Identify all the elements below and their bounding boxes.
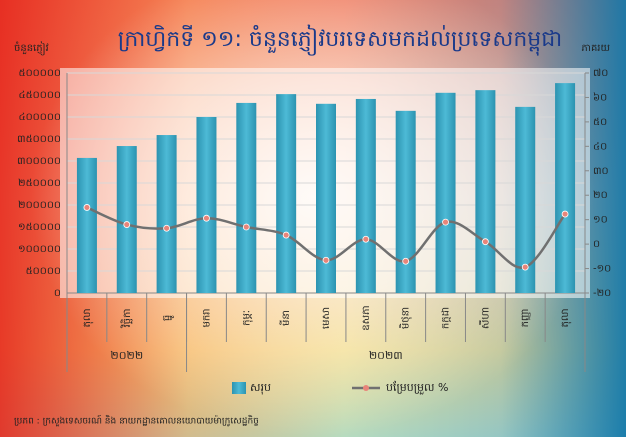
line-marker [561, 210, 569, 218]
legend-swatch [232, 382, 246, 394]
line-marker [242, 223, 250, 231]
y-tick-label: ៣៥០០០០ [17, 134, 61, 145]
line-marker [402, 257, 410, 265]
bar [515, 106, 536, 293]
y-tick-label: ៣០០០០០ [17, 156, 61, 167]
line-marker [282, 231, 290, 239]
y-tick-label: ១០០០០០ [18, 244, 61, 255]
chart-title: ក្រាហ្វិកទី ១១: ចំនួនភ្ញៀវបរទេសមកដល់ប្រទ… [118, 24, 562, 56]
x-group-label: ២០២២ [110, 349, 143, 362]
y2-axis-label: ភាគរយ [581, 43, 610, 54]
y2-tick-label: ៧០ [593, 68, 608, 79]
y2-tick-label: ២០ [593, 190, 608, 201]
y-tick-label: ៤៥០០០០ [19, 90, 61, 101]
line-marker [442, 218, 449, 226]
y2-tick-label: -២០ [593, 288, 611, 299]
bar [395, 110, 416, 293]
line-marker [203, 214, 210, 222]
x-tick-label: វិច្ឆិកា [120, 308, 133, 328]
y-tick-label: ២០០០០០ [18, 200, 61, 211]
source-note: ប្រភព : ក្រសួងទេសចរណ៍ និង នាយកដ្ឋានគោលនយ… [14, 415, 259, 427]
legend-marker [363, 385, 369, 391]
line-marker [123, 221, 131, 228]
y2-tick-label: ៥០ [593, 117, 607, 128]
y2-tick-label: ៦០ [593, 91, 607, 103]
y-tick-label: ៥០០០០០ [19, 68, 61, 79]
x-tick-label: មករា [201, 308, 212, 327]
bar [76, 157, 97, 293]
legend-label: បម្រែបម្រួល % [386, 380, 448, 395]
line-marker [83, 204, 91, 211]
x-tick-label: មេសា [321, 307, 332, 329]
bar [435, 92, 456, 293]
x-tick-label: កក្កដា [441, 307, 452, 329]
bar [156, 135, 177, 293]
bar [116, 146, 137, 293]
y2-tick-label: ១០ [593, 215, 608, 226]
x-tick-label: មីនា [279, 310, 292, 326]
line-marker [521, 263, 529, 271]
x-tick-label: ឧសភា [361, 305, 372, 330]
line-marker [163, 224, 171, 232]
bar [196, 117, 217, 293]
bar [236, 102, 257, 293]
bar [276, 94, 297, 294]
y2-tick-label: ៤០ [593, 141, 607, 152]
x-tick-label: មិថុនា [399, 307, 413, 329]
legend-label: សរុប [250, 381, 271, 395]
y2-tick-label: ០ [593, 239, 600, 250]
y-tick-label: ៥០០០០ [26, 266, 61, 277]
y2-tick-label: -១០ [593, 264, 611, 275]
x-tick-label: កញ្ញា [520, 309, 531, 328]
line-marker [481, 238, 489, 246]
bar [475, 90, 496, 293]
y-axis-label: ចំនួនភ្ញៀវ [14, 41, 49, 56]
line-marker [322, 256, 330, 264]
y-tick-label: ៤០០០០០ [19, 112, 61, 123]
x-tick-label: សីហា [478, 307, 491, 329]
y-tick-label: ២៥០០០០ [18, 178, 61, 189]
y-tick-label: ១៥០០០០ [18, 222, 61, 233]
y-tick-label: ០ [54, 288, 61, 299]
y2-tick-label: ៣០ [593, 166, 609, 177]
bar [316, 103, 336, 293]
bar [355, 98, 376, 294]
bar [555, 83, 576, 294]
x-tick-label: តុលា [560, 308, 572, 327]
x-group-label: ២០២៣ [369, 349, 403, 362]
x-tick-label: តុលា [82, 308, 94, 327]
x-tick-label: កុម្ភៈ [241, 310, 253, 326]
line-marker [362, 235, 370, 243]
x-tick-label: ធ្នូ [162, 315, 175, 321]
